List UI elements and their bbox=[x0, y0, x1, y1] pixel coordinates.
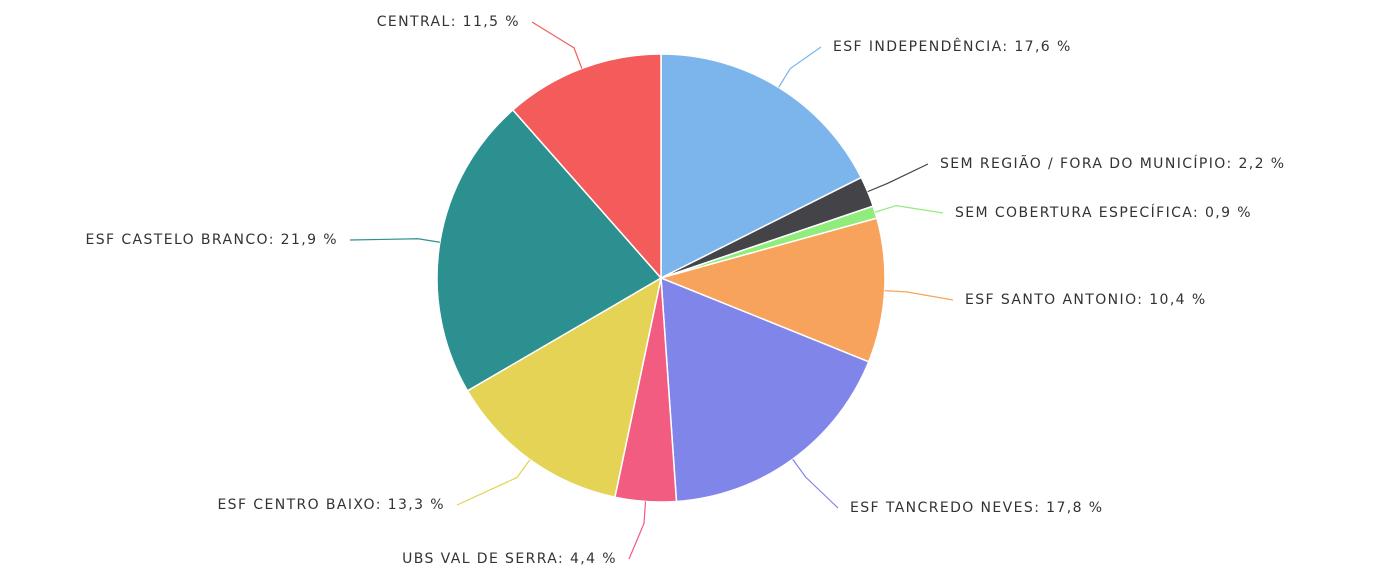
label-value: 11,5 % bbox=[463, 14, 520, 30]
label-separator: : bbox=[1137, 292, 1149, 308]
label-separator: : bbox=[1226, 156, 1238, 172]
pie-slice bbox=[511, 53, 662, 280]
label-category: ESF CENTRO BAIXO bbox=[217, 497, 375, 513]
data-label: ESF SANTO ANTONIO: 10,4 % bbox=[965, 292, 1207, 308]
data-label: ESF CENTRO BAIXO: 13,3 % bbox=[217, 497, 445, 513]
connector bbox=[874, 205, 944, 214]
data-label: CENTRAL: 11,5 % bbox=[377, 14, 520, 30]
connector bbox=[884, 290, 954, 301]
label-category: ESF CASTELO BRANCO bbox=[85, 232, 268, 248]
label-category: ESF INDEPENDÊNCIA bbox=[833, 37, 1002, 55]
label-value: 4,4 % bbox=[570, 551, 617, 567]
data-label: SEM COBERTURA ESPECÍFICA: 0,9 % bbox=[955, 204, 1252, 221]
pie-slice bbox=[436, 108, 663, 392]
pie-slice bbox=[660, 53, 863, 280]
connector bbox=[778, 46, 822, 88]
label-separator: : bbox=[1002, 39, 1014, 55]
label-value: 17,8 % bbox=[1046, 500, 1103, 516]
label-category: ESF TANCREDO NEVES bbox=[850, 500, 1034, 516]
connector bbox=[349, 238, 440, 243]
data-label: ESF CASTELO BRANCO: 21,9 % bbox=[85, 232, 338, 248]
pie-slice bbox=[660, 276, 870, 503]
label-separator: : bbox=[1034, 500, 1046, 516]
data-label: UBS VAL DE SERRA: 4,4 % bbox=[402, 551, 617, 567]
label-category: ESF SANTO ANTONIO bbox=[965, 292, 1137, 308]
label-value: 17,6 % bbox=[1014, 39, 1071, 55]
connector bbox=[867, 163, 929, 193]
label-separator: : bbox=[376, 497, 388, 513]
connector bbox=[531, 21, 583, 69]
connector bbox=[456, 459, 531, 506]
label-category: SEM COBERTURA ESPECÍFICA bbox=[955, 204, 1193, 221]
label-category: CENTRAL bbox=[377, 14, 451, 30]
label-separator: : bbox=[558, 551, 570, 567]
data-label: ESF INDEPENDÊNCIA: 17,6 % bbox=[833, 37, 1072, 55]
label-value: 0,9 % bbox=[1205, 205, 1252, 221]
label-separator: : bbox=[269, 232, 281, 248]
label-value: 2,2 % bbox=[1238, 156, 1285, 172]
connector bbox=[628, 501, 647, 560]
label-category: SEM REGIÃO / FORA DO MUNICÍPIO bbox=[940, 155, 1226, 172]
label-separator: : bbox=[451, 14, 463, 30]
data-label: SEM REGIÃO / FORA DO MUNICÍPIO: 2,2 % bbox=[940, 155, 1285, 172]
label-separator: : bbox=[1193, 205, 1205, 221]
label-value: 13,3 % bbox=[388, 497, 445, 513]
label-value: 21,9 % bbox=[281, 232, 338, 248]
label-value: 10,4 % bbox=[1149, 292, 1206, 308]
data-label: ESF TANCREDO NEVES: 17,8 % bbox=[850, 500, 1103, 516]
label-category: UBS VAL DE SERRA bbox=[402, 551, 558, 567]
connector bbox=[792, 458, 839, 509]
